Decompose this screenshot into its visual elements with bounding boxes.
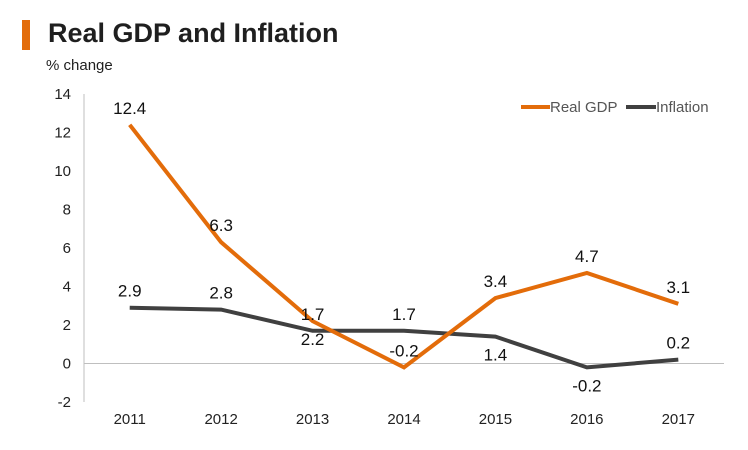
data-label: 1.7: [301, 305, 325, 324]
y-tick-label: 12: [54, 125, 71, 142]
data-label: 0.2: [666, 334, 690, 353]
y-tick-label: 6: [63, 240, 71, 257]
data-label: 6.3: [209, 216, 233, 235]
title-accent-bar: [22, 20, 30, 50]
x-tick-label: 2011: [114, 411, 146, 428]
data-label: 1.4: [484, 346, 508, 365]
series-lines: [128, 123, 679, 370]
y-tick-label: 0: [63, 356, 71, 373]
x-tick-label: 2016: [570, 411, 603, 428]
y-axis-unit-label: % change: [46, 57, 113, 74]
data-label: 2.8: [209, 284, 233, 303]
x-tick-label: 2015: [479, 411, 512, 428]
data-label: 3.1: [666, 278, 690, 297]
data-label: -0.2: [389, 341, 418, 360]
data-label: 12.4: [113, 99, 146, 118]
legend: Real GDP Inflation: [521, 99, 709, 116]
y-tick-label: 10: [54, 163, 71, 180]
x-tick-label: 2013: [296, 411, 329, 428]
x-tick-label: 2012: [204, 411, 237, 428]
y-tick-label: 8: [63, 202, 71, 219]
chart-title: Real GDP and Inflation: [48, 18, 339, 48]
legend-label: Inflation: [656, 99, 709, 116]
data-label: -0.2: [572, 376, 601, 395]
x-tick-label: 2014: [387, 411, 420, 428]
data-label: 1.7: [392, 305, 416, 324]
data-label: 2.2: [301, 330, 325, 349]
y-tick-label: -2: [58, 394, 71, 411]
y-tick-label: 4: [63, 279, 71, 296]
x-tick-label: 2017: [662, 411, 695, 428]
data-label: 3.4: [484, 272, 508, 291]
y-tick-label: 14: [54, 86, 71, 103]
data-label: 2.9: [118, 282, 142, 301]
data-label: 4.7: [575, 247, 599, 266]
data-labels: 12.4 6.3 2.2 -0.2 3.4 4.7 3.1 2.9 2.8 1.7 1.7 1.4 -0…: [113, 99, 690, 396]
y-tick-label: 2: [63, 317, 71, 334]
legend-label: Real GDP: [550, 99, 618, 116]
axes: -2 0 2 4 6 8 10 12 14 2011 2012 2013 2014 2015 2016 201…: [54, 86, 724, 428]
